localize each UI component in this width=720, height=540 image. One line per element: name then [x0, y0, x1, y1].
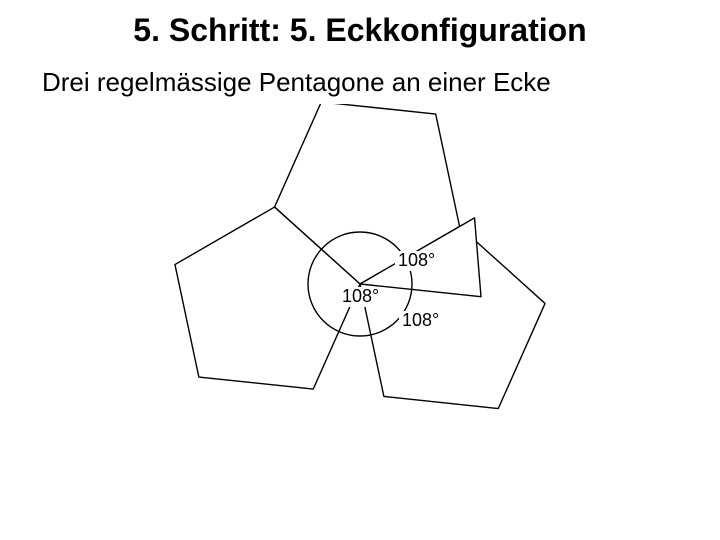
angle-label-2: 108°: [342, 286, 379, 306]
angle-label-3: 108°: [402, 310, 439, 330]
pentagon-vertex-diagram: 108° 108° 108°: [110, 104, 610, 504]
angle-label-1: 108°: [398, 250, 435, 270]
diagram-container: 108° 108° 108°: [0, 104, 720, 504]
page-title: 5. Schritt: 5. Eckkonfiguration: [0, 12, 720, 49]
page-subtitle: Drei regelmässige Pentagone an einer Eck…: [42, 67, 720, 98]
